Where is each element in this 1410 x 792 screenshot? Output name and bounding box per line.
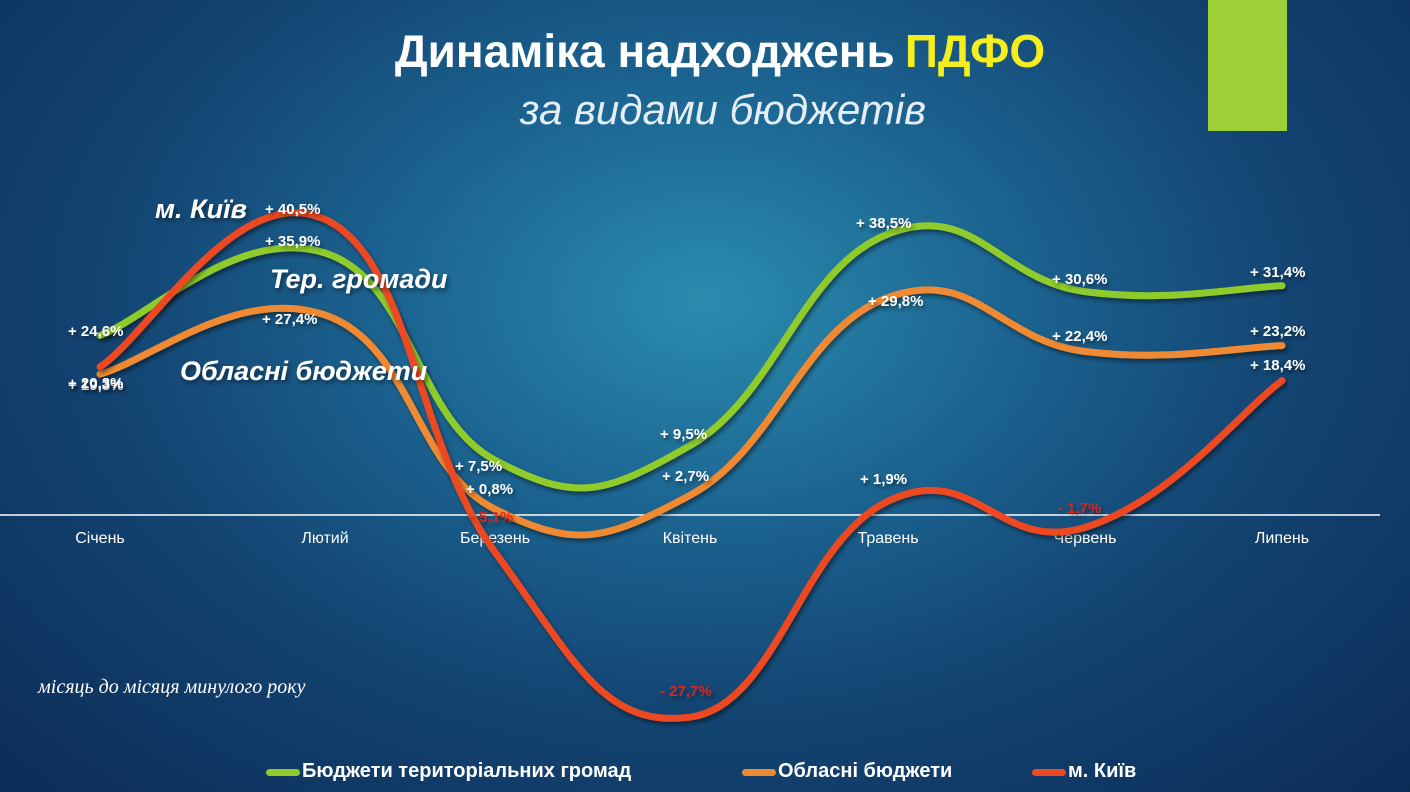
series-line-ter bbox=[96, 222, 1286, 492]
chart-title-highlight: ПДФО bbox=[904, 25, 1046, 77]
legend-swatch-obl bbox=[742, 769, 776, 776]
data-label-obl: + 0,8% bbox=[466, 481, 513, 498]
series-annotation-ter: Тер. громади bbox=[270, 264, 448, 294]
accent-bar bbox=[1208, 0, 1287, 131]
data-label-obl: + 22,4% bbox=[1052, 328, 1107, 345]
data-label-obl: + 23,2% bbox=[1250, 323, 1305, 340]
data-label-kyiv: - 5,1% bbox=[470, 509, 513, 526]
data-label-kyiv: - 27,7% bbox=[660, 683, 712, 700]
chart-title-main: Динаміка надходжень bbox=[394, 25, 895, 77]
legend-swatch-kyiv bbox=[1032, 769, 1066, 776]
data-label-ter: + 24,6% bbox=[68, 323, 123, 340]
series-annotation-kyiv: м. Київ bbox=[155, 194, 247, 224]
series-line-kyiv bbox=[96, 209, 1286, 722]
data-label-ter: + 7,5% bbox=[455, 458, 502, 475]
data-label-obl: + 19,3% bbox=[68, 377, 123, 394]
legend-label-kyiv: м. Київ bbox=[1068, 760, 1137, 782]
series-line-obl bbox=[96, 286, 1286, 539]
data-labels: + 24,6% + 35,9% + 7,5% + 9,5% + 38,5% + 30,6%… bbox=[68, 201, 1305, 700]
data-label-ter: + 9,5% bbox=[660, 426, 707, 443]
x-tick-label: Липень bbox=[1255, 530, 1309, 547]
x-tick-label: Лютий bbox=[301, 530, 348, 547]
data-label-obl: + 27,4% bbox=[262, 311, 317, 328]
data-label-kyiv: + 18,4% bbox=[1250, 357, 1305, 374]
x-tick-label: Січень bbox=[75, 530, 125, 547]
data-label-obl: + 2,7% bbox=[662, 468, 709, 485]
data-label-kyiv: + 40,5% bbox=[265, 201, 320, 218]
legend-swatch-ter bbox=[266, 769, 300, 776]
data-label-kyiv: + 1,9% bbox=[860, 471, 907, 488]
data-label-ter: + 38,5% bbox=[856, 215, 911, 232]
x-tick-label: Березень bbox=[460, 530, 530, 547]
data-label-kyiv: + 20,3% bbox=[68, 375, 123, 392]
chart-title: Динаміка надходжень ПДФО bbox=[0, 24, 1410, 78]
series-annotation-obl: Обласні бюджети bbox=[180, 356, 428, 386]
legend-label-obl: Обласні бюджети bbox=[778, 760, 953, 782]
x-tick-label: Квітень bbox=[663, 530, 718, 547]
legend: Бюджети територіальних громад Обласні бю… bbox=[0, 758, 1410, 788]
data-label-ter: + 30,6% bbox=[1052, 271, 1107, 288]
legend-label-ter: Бюджети територіальних громад bbox=[302, 760, 632, 782]
x-tick-label: Травень bbox=[857, 530, 918, 547]
data-label-obl: + 29,8% bbox=[868, 293, 923, 310]
chart-footnote: місяць до місяця минулого року bbox=[38, 676, 306, 698]
x-axis-tick-labels: Січень Лютий Березень Квітень Травень Червень… bbox=[75, 530, 1309, 547]
series-annotations: Тер. громади Обласні бюджети м. Київ bbox=[155, 194, 448, 386]
data-label-ter: + 35,9% bbox=[265, 233, 320, 250]
series-lines bbox=[96, 209, 1286, 722]
data-label-ter: + 31,4% bbox=[1250, 264, 1305, 281]
chart-subtitle: за видами бюджетів bbox=[519, 86, 927, 133]
data-label-kyiv: - 1,7% bbox=[1058, 500, 1101, 517]
